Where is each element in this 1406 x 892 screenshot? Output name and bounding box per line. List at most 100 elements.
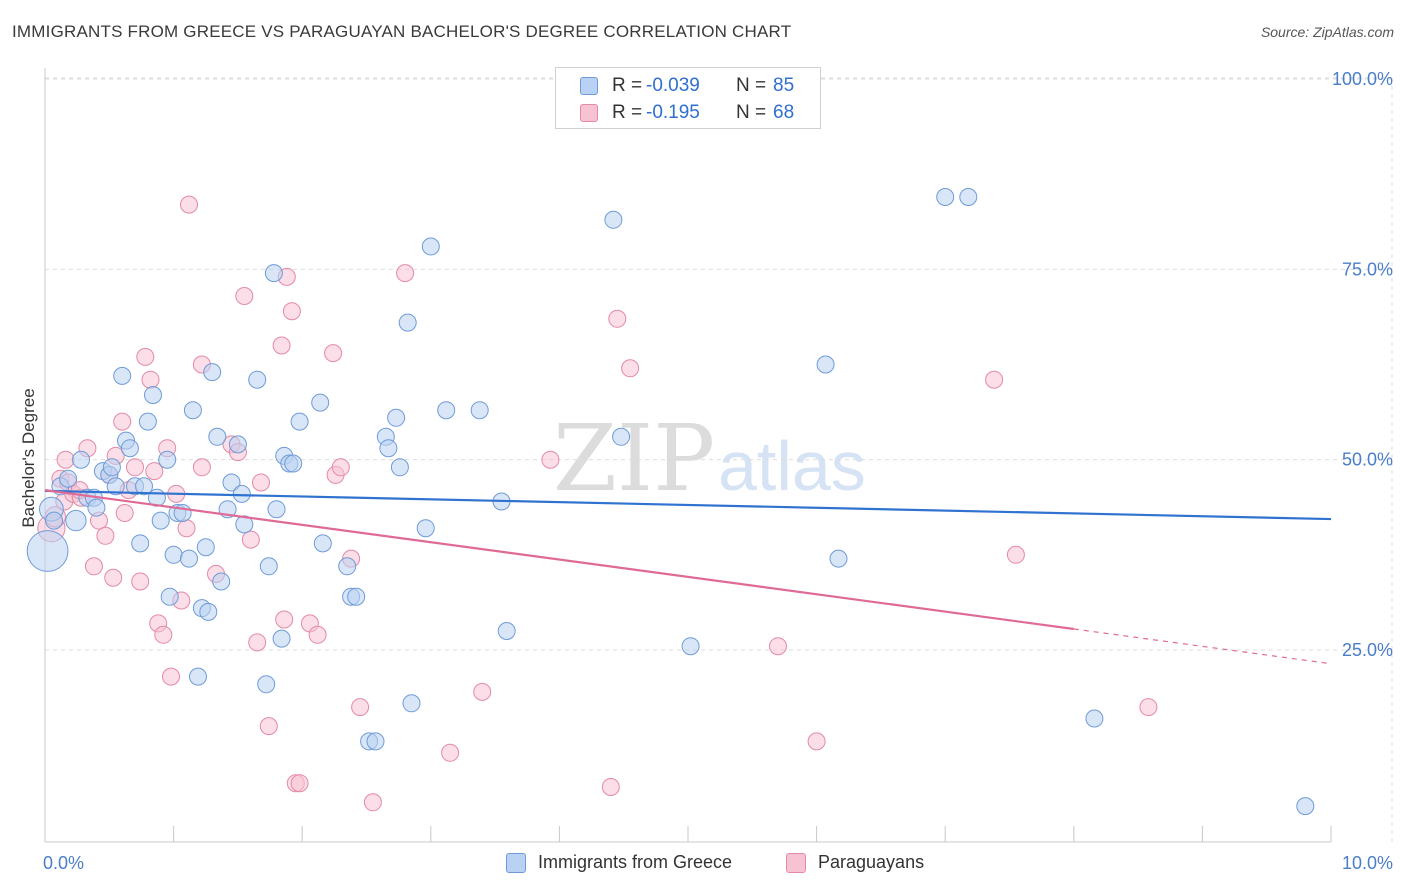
greece-point [199,602,218,621]
greece-swatch [580,77,598,95]
paraguayans-point [177,519,196,538]
greece-point [222,473,241,492]
paraguayans-point [441,743,460,762]
greece-trend-line [44,489,1332,521]
paraguayans-point [136,347,155,366]
y-tick-label: 75.0% [1342,259,1393,279]
r-label: R = [612,75,643,96]
x-tick-label-max: 10.0% [1342,853,1393,873]
greece-point [264,264,283,283]
greece-point [402,694,421,713]
greece-point [338,557,357,576]
paraguayans-point [608,309,627,328]
source-credit: Source: ZipAtlas.com [1260,24,1394,40]
paraguayans-point [104,568,123,587]
greece-point [196,538,215,557]
greece-point [816,355,835,374]
paraguayans-point [769,637,787,656]
greece-point [437,401,456,420]
paraguayans-point [621,359,640,378]
greece-point [131,534,150,553]
greece-point [189,667,207,686]
paraguayans-trend-extension [1073,628,1332,665]
greece-point [72,450,90,469]
paraguayans-point [131,572,150,591]
greece-legend-label: Immigrants from Greece [538,852,733,872]
greece-point [160,587,179,606]
paraguayans-point [145,462,164,481]
n-label: N = [736,102,767,123]
greece-point [106,477,125,496]
paraguayans-point [324,344,343,363]
greece-point [829,549,848,568]
paraguayans-point [248,633,267,652]
greece-point [151,511,170,530]
greece-point [183,401,202,420]
greece-legend-swatch [506,853,526,873]
y-axis-label: Bachelor's Degree [19,388,38,527]
paraguayans-point [351,698,370,717]
grid [45,77,1393,842]
greece-point [681,637,700,656]
greece-point [135,477,153,496]
paraguayans-point [241,530,260,549]
y-tick-label: 25.0% [1342,640,1393,660]
paraguayans-point [96,526,115,545]
greece-point [102,458,121,477]
paraguayans-point [113,412,132,431]
chart-title: IMMIGRANTS FROM GREECE VS PARAGUAYAN BAC… [12,22,792,41]
stats-legend: R = -0.039 N = 85 R = -0.195 N = 68 [555,67,821,129]
greece-point [959,188,978,206]
paraguayans-point [807,732,826,751]
greece-point [248,370,267,389]
greece-point [164,545,183,564]
y-tick-label: 50.0% [1342,450,1393,470]
paraguayans-point [141,370,160,389]
paraguayans-point [192,458,211,477]
paraguayans-point [396,264,415,283]
greece-point [390,458,409,477]
paraguayans-point [473,682,492,701]
paraguayans-point [235,287,254,305]
paraguayans-point [126,458,144,477]
paraguayans-point [259,717,278,736]
paraguayans-point [541,450,560,469]
paraguayans-point [1006,545,1025,564]
greece-point [1085,709,1104,728]
greece-point [113,366,132,385]
greece-point [259,557,278,576]
y-tick-label: 100.0% [1332,69,1393,89]
greece-point [290,412,309,431]
greece-point [387,408,406,427]
greece-point [398,313,417,332]
greece-point [272,629,291,648]
greece-point [212,572,231,591]
n-value: 68 [773,102,795,123]
greece-point [87,498,106,517]
greece-point [379,439,398,458]
paraguayans-point [115,504,134,522]
greece-point [235,515,254,534]
paraguayans-point [363,793,382,812]
greece-point [59,469,78,488]
paraguayans-point [162,667,180,686]
greece-point [347,587,366,606]
greece-point [26,530,69,572]
greece-point [144,386,162,404]
paraguayans-point [331,458,350,477]
x-tick-label-min: 0.0% [43,853,84,873]
greece-point [45,511,63,530]
trend-lines [44,489,1332,665]
greece-point [311,393,330,412]
greece-point [1296,797,1315,816]
paraguayans-point [56,450,75,469]
greece-point [232,484,251,503]
paraguayans-point [601,778,620,796]
n-label: N = [736,75,767,96]
paraguayans-point [180,195,198,214]
paraguayans-trend-line [44,489,1074,631]
paraguayans-point [282,302,301,321]
greece-point [228,435,247,454]
greece-point [158,450,177,469]
